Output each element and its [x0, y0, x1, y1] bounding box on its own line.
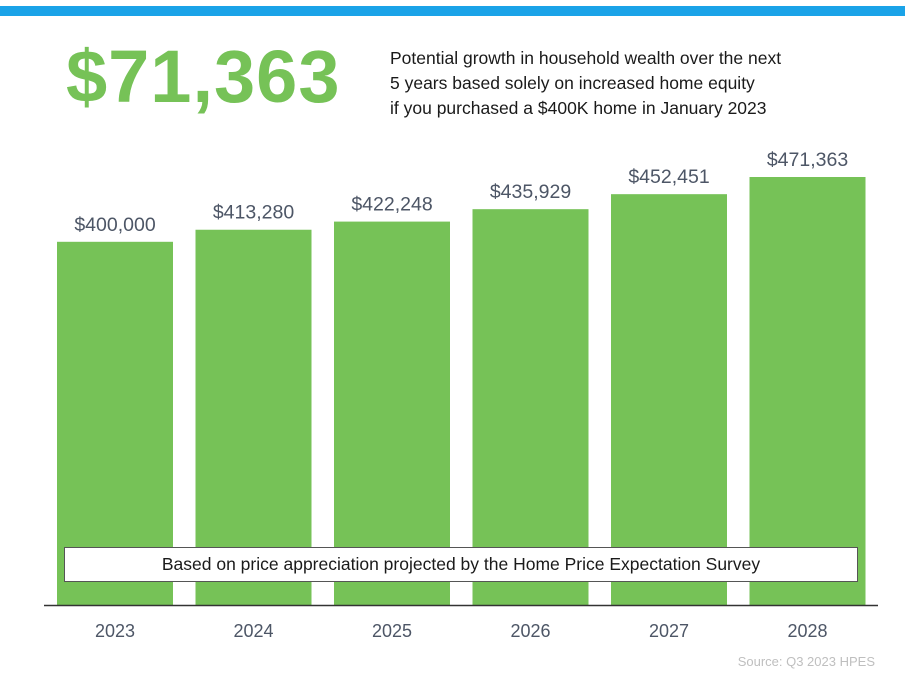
subtitle-line: Potential growth in household wealth ove…: [390, 48, 782, 68]
note-text: Based on price appreciation projected by…: [161, 554, 761, 574]
value-labels-group: $400,000 $413,280 $422,248 $435,929 $452,451…: [74, 149, 848, 236]
bars-group: [57, 177, 866, 606]
year-label-2023: 2023: [95, 621, 135, 641]
year-label-2025: 2025: [372, 621, 412, 641]
value-label-2028: $471,363: [767, 149, 848, 171]
top-stripe: [0, 6, 905, 16]
subtitle-line: if you purchased a $400K home in January…: [390, 98, 767, 118]
value-label-2027: $452,451: [628, 166, 709, 188]
bar-2024: [195, 229, 312, 605]
value-label-2025: $422,248: [351, 194, 432, 216]
subtitle: Potential growth in household wealth ove…: [390, 46, 890, 121]
year-label-2026: 2026: [510, 621, 550, 641]
bar-2025: [334, 221, 450, 605]
note-box: Based on price appreciation projected by…: [64, 547, 858, 582]
subtitle-line: 5 years based solely on increased home e…: [390, 73, 755, 93]
year-label-2024: 2024: [233, 621, 273, 641]
bar-2026: [472, 209, 589, 605]
value-label-2024: $413,280: [213, 202, 294, 224]
year-labels-group: 2023 2024 2025 2026 2027 2028: [95, 621, 828, 641]
bar-2023: [57, 241, 173, 605]
bar-2027: [611, 194, 727, 606]
source-text: Source: Q3 2023 HPES: [737, 654, 875, 669]
headline-value: $71,363: [66, 35, 341, 118]
year-label-2027: 2027: [649, 621, 689, 641]
bar-2028: [749, 177, 866, 605]
value-label-2023: $400,000: [74, 214, 155, 236]
year-label-2028: 2028: [787, 621, 827, 641]
value-label-2026: $435,929: [490, 181, 571, 203]
